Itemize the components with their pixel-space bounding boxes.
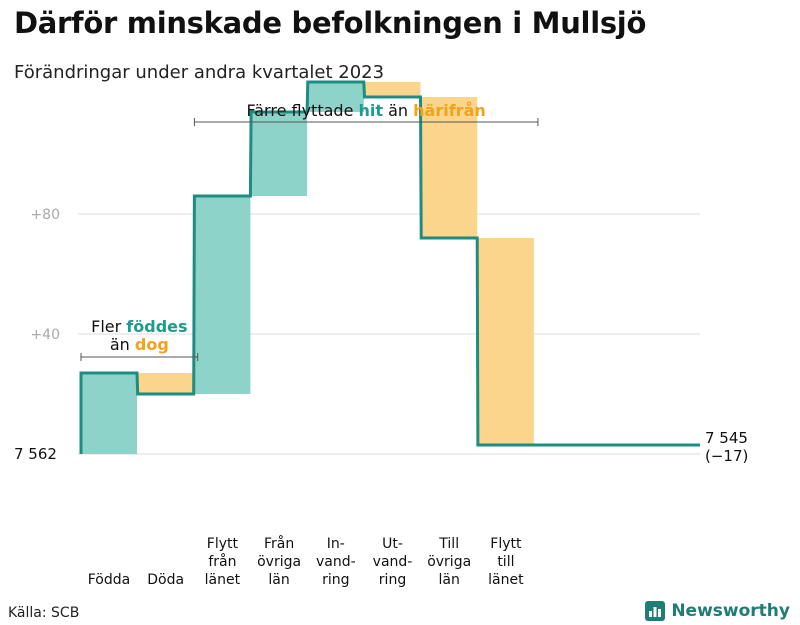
category-label: från xyxy=(208,553,236,570)
category-label: län xyxy=(268,572,289,588)
category-label: Flytt xyxy=(490,536,522,552)
category-label: övriga xyxy=(257,554,301,570)
waterfall-bar xyxy=(307,82,364,112)
category-label: länet xyxy=(205,572,241,588)
waterfall-bar xyxy=(421,97,478,238)
annotation-text: Fler föddes xyxy=(91,317,187,336)
waterfall-bar xyxy=(137,373,194,394)
cumulative-step-line xyxy=(79,80,700,454)
category-label: övriga xyxy=(427,554,471,570)
end-value-label: 7 545 xyxy=(705,429,748,447)
category-label: ring xyxy=(322,572,349,588)
category-label: till xyxy=(497,554,514,570)
category-label: Födda xyxy=(88,572,130,588)
waterfall-bar xyxy=(477,238,534,445)
annotation-text: Färre flyttade hit än härifrån xyxy=(247,101,486,120)
source-note: Källa: SCB xyxy=(8,605,80,621)
end-change-label: (−17) xyxy=(705,447,748,465)
brand-name: Newsworthy xyxy=(671,601,790,621)
chart-title: Därför minskade befolkningen i Mullsjö xyxy=(14,6,647,40)
y-tick-label: +80 xyxy=(30,207,60,223)
waterfall-bar xyxy=(194,196,251,394)
brand-logo: Newsworthy xyxy=(645,601,790,621)
waterfall-bar xyxy=(364,82,421,97)
bar-chart-logo-icon xyxy=(645,601,666,621)
category-label: Döda xyxy=(147,572,184,588)
annotation-text: än dog xyxy=(110,335,169,354)
annotation-text-segment: föddes xyxy=(126,317,187,336)
category-label: Flytt xyxy=(207,536,239,552)
waterfall-bar xyxy=(251,112,308,196)
waterfall-bar xyxy=(81,373,137,454)
annotation-text-segment: Färre flyttade xyxy=(247,101,359,120)
annotation-text-segment: än xyxy=(383,101,413,120)
start-value-label: 7 562 xyxy=(14,445,57,463)
category-label: Till xyxy=(438,536,459,552)
annotation-text-segment: hit xyxy=(359,101,384,120)
category-label: In- xyxy=(327,536,345,552)
category-label: Ut- xyxy=(382,536,403,552)
category-label: vand- xyxy=(316,554,356,570)
category-label: Från xyxy=(264,535,294,552)
category-label: länet xyxy=(488,572,524,588)
category-label: län xyxy=(439,572,460,588)
annotation-text-segment: Fler xyxy=(91,317,126,336)
category-label: vand- xyxy=(373,554,413,570)
annotation-text-segment: härifrån xyxy=(413,101,486,120)
category-label: ring xyxy=(379,572,406,588)
annotation-text-segment: än xyxy=(110,335,135,354)
chart-subtitle: Förändringar under andra kvartalet 2023 xyxy=(14,62,385,83)
annotation-text-segment: dog xyxy=(135,335,169,354)
y-tick-label: +40 xyxy=(30,327,60,343)
